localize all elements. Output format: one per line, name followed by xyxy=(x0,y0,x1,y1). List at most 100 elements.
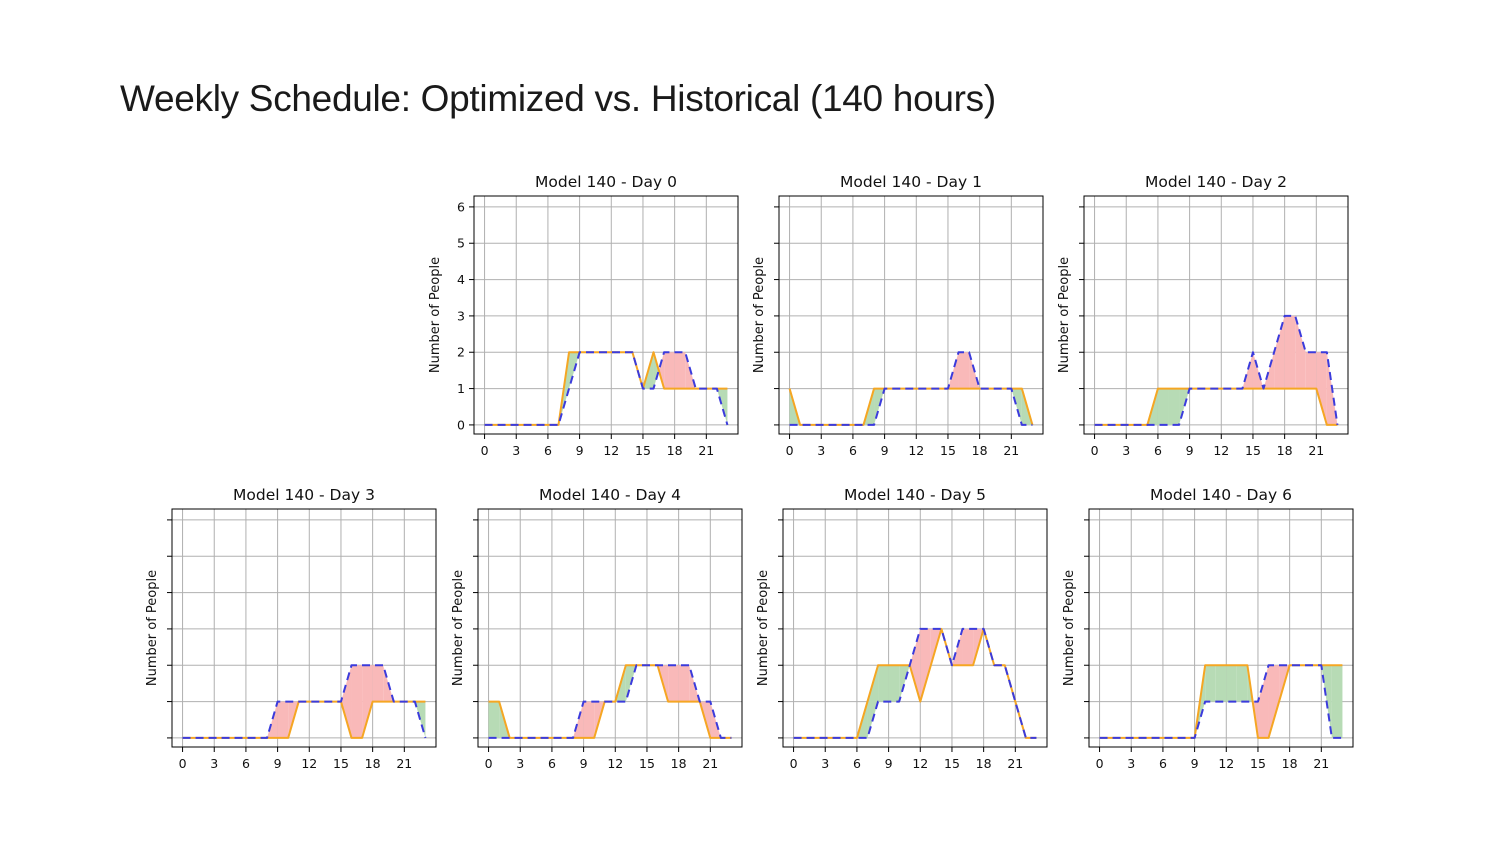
x-tick-label: 15 xyxy=(1250,756,1266,771)
axes-frame xyxy=(473,195,739,435)
deficit-area xyxy=(1295,315,1306,389)
x-tick-label: 21 xyxy=(1308,443,1324,458)
x-tick-label: 3 xyxy=(210,756,218,771)
deficit-area xyxy=(1284,315,1296,389)
axes-frame xyxy=(1083,195,1349,435)
surplus-area xyxy=(1011,388,1022,425)
axes-frame xyxy=(782,508,1048,748)
x-tick-label: 15 xyxy=(333,756,349,771)
deficit-area xyxy=(1305,352,1317,389)
x-tick-label: 15 xyxy=(639,756,655,771)
deficit-area xyxy=(267,701,278,738)
deficit-area xyxy=(573,701,584,738)
y-axis-label: Number of People xyxy=(752,257,767,373)
surplus-area xyxy=(867,665,879,738)
x-tick-label: 21 xyxy=(1313,756,1329,771)
deficit-area xyxy=(664,352,675,389)
deficit-area xyxy=(1252,352,1264,389)
surplus-area xyxy=(716,388,728,425)
surplus-area xyxy=(1215,665,1227,702)
x-tick-label: 15 xyxy=(940,443,956,458)
x-tick-label: 0 xyxy=(1091,443,1099,458)
x-tick-label: 6 xyxy=(1154,443,1162,458)
axes-frame xyxy=(171,508,437,748)
x-tick-label: 21 xyxy=(702,756,718,771)
deficit-area xyxy=(668,665,679,702)
surplus-area xyxy=(878,665,889,702)
x-tick-label: 6 xyxy=(242,756,250,771)
axes-frame xyxy=(1088,508,1354,748)
x-tick-label: 12 xyxy=(908,443,924,458)
optimized-line xyxy=(793,627,1037,739)
deficit-area xyxy=(947,352,959,389)
x-tick-label: 0 xyxy=(1096,756,1104,771)
x-tick-label: 3 xyxy=(1122,443,1130,458)
x-tick-label: 15 xyxy=(1245,443,1261,458)
x-tick-label: 18 xyxy=(1277,443,1293,458)
x-tick-label: 21 xyxy=(698,443,714,458)
deficit-area xyxy=(340,665,352,738)
subplot-day-4: 0 3 6 9 12 15 18 21 Model 140 - Day 4 Number of P… xyxy=(451,486,743,771)
deficit-area xyxy=(1257,665,1269,738)
y-axis-label: Number of People xyxy=(1057,257,1072,373)
surplus-area xyxy=(414,701,426,738)
x-tick-label: 0 xyxy=(786,443,794,458)
subplot-day-1: 0 3 6 9 12 15 18 21 Model 140 - Day 1 Number of P… xyxy=(752,173,1044,458)
x-tick-label: 9 xyxy=(881,443,889,458)
x-tick-label: 6 xyxy=(1159,756,1167,771)
deficit-area xyxy=(372,665,384,702)
x-tick-label: 3 xyxy=(512,443,520,458)
axes-frame xyxy=(778,195,1044,435)
historical-line xyxy=(182,664,427,739)
surplus-area xyxy=(1236,665,1248,702)
surplus-area xyxy=(1179,388,1190,425)
x-tick-label: 6 xyxy=(544,443,552,458)
x-tick-label: 6 xyxy=(849,443,857,458)
subplot-title: Model 140 - Day 4 xyxy=(539,486,681,504)
subplot-title: Model 140 - Day 5 xyxy=(844,486,986,504)
x-tick-label: 0 xyxy=(481,443,489,458)
deficit-area xyxy=(710,701,721,738)
x-tick-label: 0 xyxy=(790,756,798,771)
surplus-area xyxy=(1205,665,1216,702)
y-tick-label: 2 xyxy=(457,345,465,360)
deficit-area xyxy=(958,352,970,389)
deficit-area xyxy=(277,701,289,738)
x-tick-label: 6 xyxy=(853,756,861,771)
x-tick-label: 12 xyxy=(1213,443,1229,458)
deficit-area xyxy=(1274,315,1285,389)
x-tick-label: 18 xyxy=(972,443,988,458)
deficit-area xyxy=(583,701,595,738)
x-tick-label: 6 xyxy=(548,756,556,771)
deficit-area xyxy=(1242,352,1253,389)
x-tick-label: 12 xyxy=(912,756,928,771)
x-tick-label: 3 xyxy=(516,756,524,771)
x-tick-label: 18 xyxy=(671,756,687,771)
x-tick-label: 9 xyxy=(885,756,893,771)
optimized-line xyxy=(1094,387,1338,426)
x-tick-label: 15 xyxy=(635,443,651,458)
historical-line xyxy=(1094,314,1339,426)
y-tick-label: 3 xyxy=(457,308,465,323)
y-tick-label: 4 xyxy=(457,272,465,287)
subplot-day-3: 0 3 6 9 12 15 18 21 Model 140 - Day 3 Number of P… xyxy=(145,486,437,771)
y-axis-label: Number of People xyxy=(756,570,771,686)
surplus-area xyxy=(1226,665,1237,702)
x-tick-label: 9 xyxy=(1186,443,1194,458)
y-axis-label: Number of People xyxy=(145,570,160,686)
surplus-area xyxy=(1157,388,1169,425)
x-tick-label: 0 xyxy=(485,756,493,771)
subplot-title: Model 140 - Day 2 xyxy=(1145,173,1287,191)
x-tick-label: 9 xyxy=(580,756,588,771)
subplot-title: Model 140 - Day 1 xyxy=(840,173,982,191)
x-tick-label: 18 xyxy=(976,756,992,771)
slide-title: Weekly Schedule: Optimized vs. Historica… xyxy=(120,78,996,119)
x-tick-label: 21 xyxy=(1007,756,1023,771)
surplus-area xyxy=(1331,665,1343,738)
subplot-title: Model 140 - Day 6 xyxy=(1150,486,1292,504)
historical-line xyxy=(789,351,1033,426)
surplus-area xyxy=(874,388,885,425)
deficit-area xyxy=(362,665,373,738)
x-tick-label: 18 xyxy=(1282,756,1298,771)
